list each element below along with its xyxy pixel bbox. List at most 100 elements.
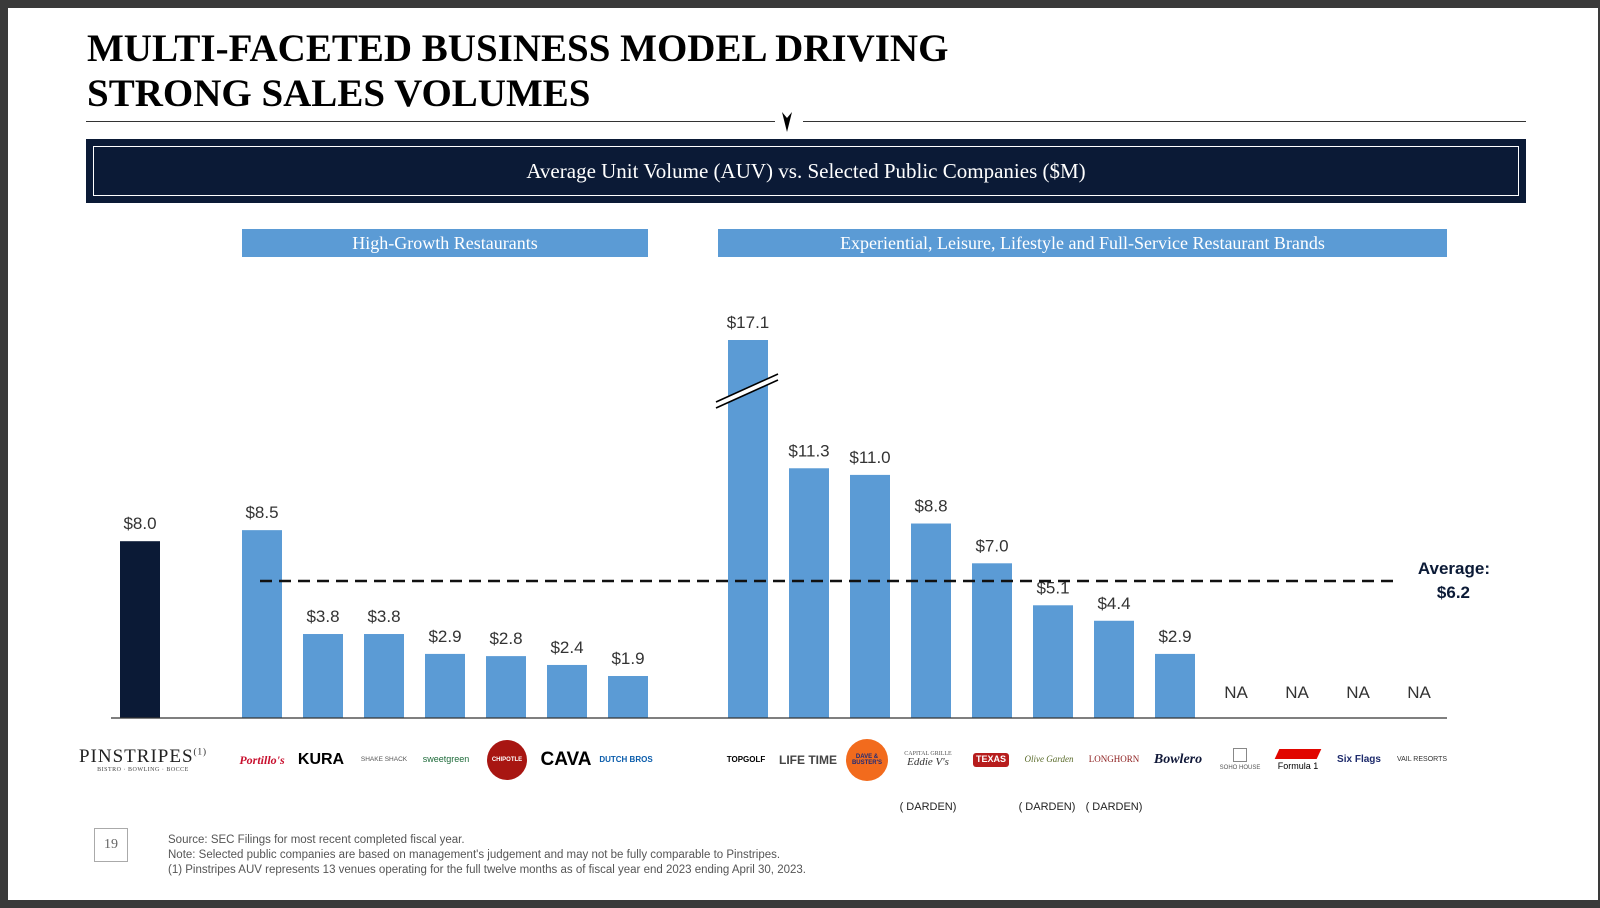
chart-banner-title: Average Unit Volume (AUV) vs. Selected P…: [93, 146, 1519, 196]
logo-shake-shack: SHAKE SHACK: [354, 736, 414, 784]
vail-resorts-wordmark: VAIL RESORTS: [1396, 756, 1448, 764]
logo-texas-roadhouse: TEXAS: [966, 736, 1016, 784]
sweetgreen-wordmark: sweetgreen: [422, 754, 470, 765]
logo-olive-garden: Olive Garden: [1022, 736, 1076, 784]
logo-life-time: LIFE TIME: [778, 736, 838, 784]
logo-soho-house: SOHO HOUSE: [1212, 736, 1268, 784]
footnotes: Source: SEC Filings for most recent comp…: [168, 833, 806, 878]
logo-sweetgreen: sweetgreen: [416, 736, 476, 784]
bar-life-time: [789, 468, 829, 718]
logo-portillos: Portillo's: [232, 736, 292, 784]
chart-banner: Average Unit Volume (AUV) vs. Selected P…: [86, 139, 1526, 203]
data-label: NA: [1224, 683, 1248, 702]
chipotle-wordmark: CHIPOTLE: [487, 740, 527, 780]
average-value: $6.2: [1437, 583, 1470, 602]
bar-texas-roadhouse: [972, 563, 1012, 718]
data-label: $3.8: [367, 607, 400, 626]
title-line-2: STRONG SALES VOLUMES: [87, 72, 591, 115]
logo-dave-busters: DAVE & BUSTER'S: [844, 736, 890, 784]
data-label: $11.0: [849, 448, 890, 467]
group-label-experiential: Experiential, Leisure, Lifestyle and Ful…: [718, 229, 1447, 257]
eddie-vs-wordmark: Eddie V's: [907, 756, 949, 769]
dave-busters-wordmark: DAVE & BUSTER'S: [846, 739, 888, 781]
data-label: NA: [1346, 683, 1370, 702]
cava-wordmark: CAVA: [540, 749, 592, 771]
logo-chipotle: CHIPOTLE: [484, 736, 530, 784]
capital-grille-wordmark: CAPITAL GRILLE: [904, 751, 952, 758]
title-divider: [86, 121, 1526, 122]
data-label: NA: [1407, 683, 1431, 702]
pinstripes-tagline: BISTRO · BOWLING · BOCCE: [97, 766, 189, 773]
data-label: NA: [1285, 683, 1309, 702]
logo-dutch-bros: DUTCH BROS: [598, 736, 654, 784]
formula-1-mark: [1274, 748, 1322, 759]
logo-capital-grille-eddie-vs: CAPITAL GRILLE Eddie V's: [896, 736, 960, 784]
average-label: Average:: [1418, 559, 1490, 578]
logo-vail-resorts: VAIL RESORTS: [1388, 736, 1456, 784]
bar-pinstripes: [120, 541, 160, 718]
bar-olive-garden: [1033, 605, 1073, 718]
bar-cava: [547, 664, 587, 718]
bar-topgolf: [728, 340, 768, 718]
topgolf-wordmark: TOPGOLF: [726, 754, 766, 764]
logo-topgolf: TOPGOLF: [718, 736, 774, 784]
darden-tag: ( DARDEN): [1018, 801, 1076, 813]
data-label: $11.3: [788, 441, 829, 460]
portillos-wordmark: Portillo's: [239, 752, 285, 767]
slide: MULTI-FACETED BUSINESS MODEL DRIVING STR…: [8, 8, 1598, 900]
bar-longhorn-steakhouse: [1094, 620, 1134, 718]
logo-kura: KURA: [296, 736, 346, 784]
data-label: $5.1: [1036, 578, 1069, 597]
logo-formula-1: Formula 1: [1266, 736, 1330, 784]
data-label: $2.9: [1158, 627, 1191, 646]
data-label: $7.0: [975, 536, 1008, 555]
logo-six-flags: Six Flags: [1330, 736, 1388, 784]
group-label-high-growth: High-Growth Restaurants: [242, 229, 648, 257]
chart-bars: $8.0 $8.5 $3.8 $3.8 $2.9 $2.8 $2.4 $1.9 $17.1 $11…: [120, 313, 1431, 718]
page-number: 19: [94, 828, 128, 862]
logo-pinstripes: PINSTRIPES(1) BISTRO · BOWLING · BOCCE: [78, 736, 208, 784]
bar-portillo-s: [242, 530, 282, 718]
data-label: $2.4: [550, 638, 583, 657]
title-line-1: MULTI-FACETED BUSINESS MODEL DRIVING: [87, 27, 949, 70]
darden-tag: ( DARDEN): [1085, 801, 1143, 813]
pinstripes-footnote-ref: (1): [193, 746, 208, 757]
olive-garden-wordmark: Olive Garden: [1024, 754, 1074, 765]
bowlero-wordmark: Bowlero: [1153, 751, 1203, 767]
bar-kura: [303, 634, 343, 718]
data-label: $8.0: [123, 514, 156, 533]
page-title: MULTI-FACETED BUSINESS MODEL DRIVING STR…: [87, 26, 948, 116]
bar-shake-shack: [364, 634, 404, 718]
soho-house-mark: [1233, 748, 1247, 763]
data-label: $17.1: [727, 313, 770, 332]
data-label: $2.9: [428, 627, 461, 646]
bar-the-capital-grille-eddie-v-s: [911, 523, 951, 718]
data-label: $3.8: [306, 607, 339, 626]
texas-roadhouse-wordmark: TEXAS: [972, 753, 1009, 767]
data-label: $8.8: [914, 497, 947, 516]
logo-longhorn: LONGHORN: [1080, 736, 1148, 784]
footnote-note: Note: Selected public companies are base…: [168, 849, 781, 861]
data-label: $1.9: [611, 649, 644, 668]
arrow-down-icon: [782, 112, 792, 132]
bar-chipotle: [486, 656, 526, 718]
bar-dutch-bros: [608, 676, 648, 718]
six-flags-wordmark: Six Flags: [1337, 753, 1381, 765]
logo-bowlero: Bowlero: [1148, 736, 1208, 784]
bar-bowlero: [1155, 653, 1195, 718]
data-label: $4.4: [1097, 594, 1130, 613]
longhorn-wordmark: LONGHORN: [1088, 754, 1140, 765]
bar-dave-buster-s: [850, 474, 890, 718]
soho-house-wordmark: SOHO HOUSE: [1219, 765, 1261, 772]
dutch-bros-wordmark: DUTCH BROS: [599, 754, 653, 764]
axis-break-marker: [715, 373, 779, 409]
data-label: $8.5: [245, 503, 278, 522]
darden-tag: ( DARDEN): [899, 801, 957, 813]
logo-cava: CAVA: [538, 736, 594, 784]
footnote-1: (1) Pinstripes AUV represents 13 venues …: [168, 864, 806, 876]
bar-chart: $8.0 $8.5 $3.8 $3.8 $2.9 $2.8 $2.4 $1.9 $17.1 $11…: [111, 313, 1490, 719]
shake-shack-wordmark: SHAKE SHACK: [360, 755, 408, 763]
data-label: $2.8: [489, 629, 522, 648]
formula-1-wordmark: Formula 1: [1277, 760, 1319, 771]
pinstripes-wordmark: PINSTRIPES: [78, 745, 194, 767]
